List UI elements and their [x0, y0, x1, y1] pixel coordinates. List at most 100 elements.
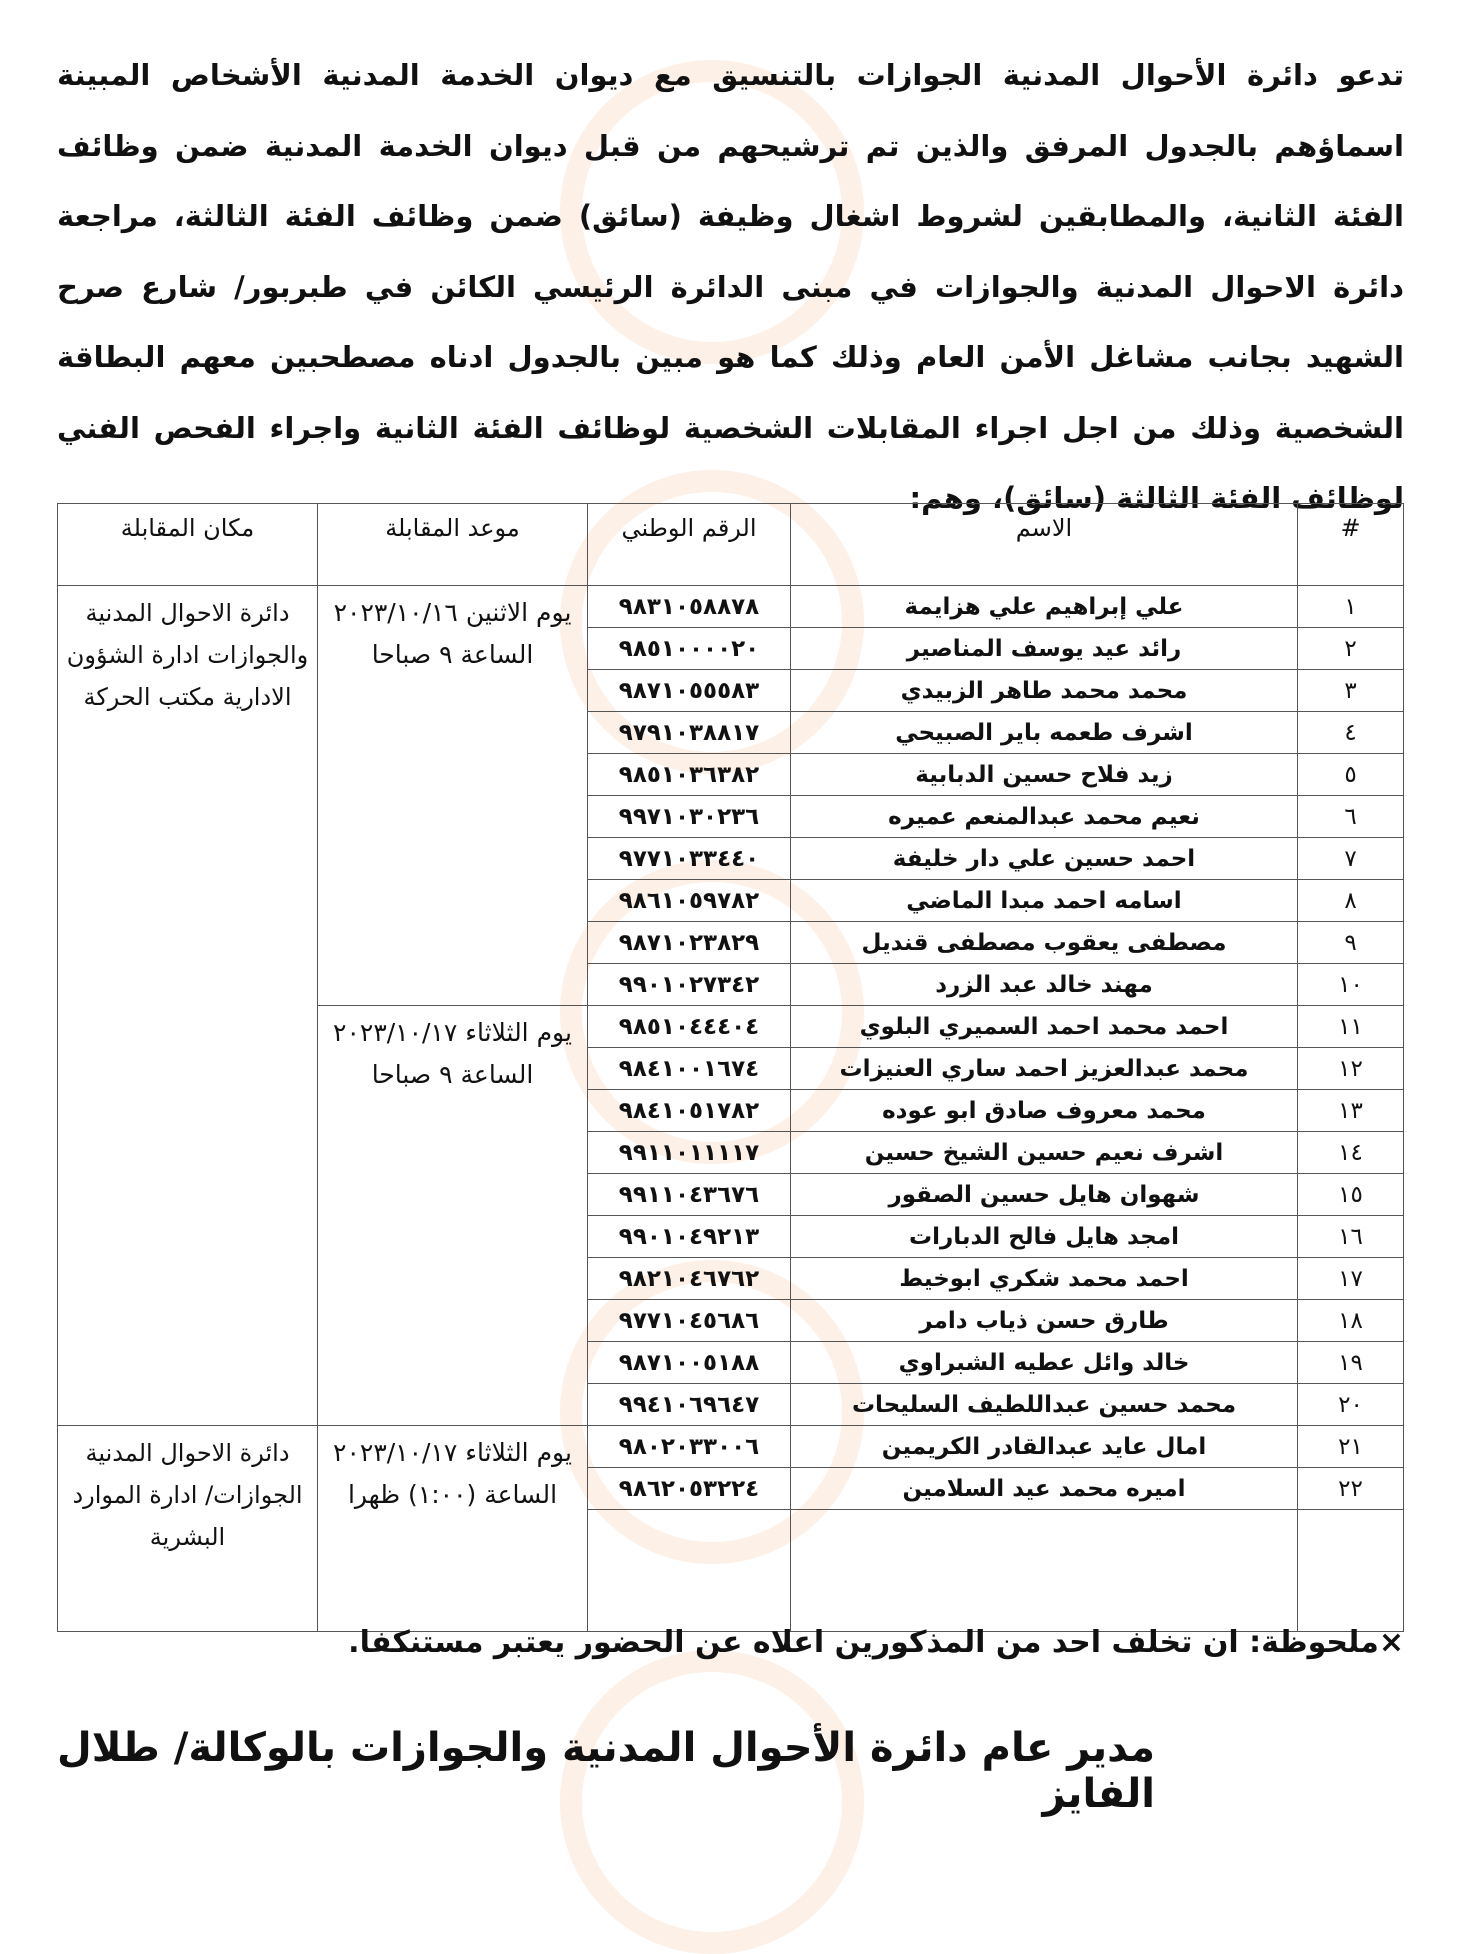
- table-header: # الاسم الرقم الوطني موعد المقابلة مكان …: [57, 503, 1404, 586]
- row-number: ١٤: [1297, 1131, 1404, 1174]
- row-number: ٥: [1297, 753, 1404, 796]
- row-number: ٣: [1297, 669, 1404, 712]
- row-name: امجد هايل فالح الدبارات: [790, 1215, 1298, 1258]
- row-national-id: ٩٨٧١٠٥٥٥٨٣: [587, 669, 791, 712]
- interview-date: يوم الاثنين ٢٠٢٣/١٠/١٦ الساعة ٩ صباحا: [317, 585, 588, 1006]
- table-row: ٩ مصطفى يعقوب مصطفى قنديل ٩٨٧١٠٢٣٨٢٩: [58, 921, 1404, 964]
- row-number: ١٨: [1297, 1299, 1404, 1342]
- row-national-id: ٩٩٧١٠٣٠٢٣٦: [587, 795, 791, 838]
- table-row: ٤ اشرف طعمه باير الصبيحي ٩٧٩١٠٣٨٨١٧: [58, 711, 1404, 754]
- row-national-id: ٩٨٦٢٠٥٣٢٢٤: [587, 1467, 791, 1510]
- row-name: احمد محمد شكري ابوخيط: [790, 1257, 1298, 1300]
- row-national-id: ٩٨٢١٠٤٦٧٦٢: [587, 1257, 791, 1300]
- header-date: موعد المقابلة: [317, 503, 588, 586]
- row-name: محمد عبدالعزيز احمد ساري العنيزات: [790, 1047, 1298, 1090]
- table-row: ٢١ امال عايد عبدالقادر الكريمين ٩٨٠٢٠٣٣٠٠٦…: [57, 1425, 1404, 1632]
- table-row: ٨ اسامه احمد مبدا الماضي ٩٨٦١٠٥٩٧٨٢: [58, 879, 1404, 922]
- row-national-id: ٩٩٤١٠٦٩٦٤٧: [587, 1383, 791, 1426]
- row-number: ٢٠: [1297, 1383, 1404, 1426]
- row-name: طارق حسن ذياب دامر: [790, 1299, 1298, 1342]
- header-nid: الرقم الوطني: [587, 503, 791, 586]
- row-national-id: ٩٨٤١٠٥١٧٨٢: [587, 1089, 791, 1132]
- table-row: ١٦ امجد هايل فالح الدبارات ٩٩٠١٠٤٩٢١٣: [58, 1215, 1404, 1258]
- row-national-id: ٩٧٧١٠٤٥٦٨٦: [587, 1299, 791, 1342]
- row-name: مصطفى يعقوب مصطفى قنديل: [790, 921, 1298, 964]
- interview-place: دائرة الاحوال المدنية والجوازات ادارة ال…: [57, 585, 318, 1426]
- row-number: ١٢: [1297, 1047, 1404, 1090]
- row-national-id: ٩٩١١٠٤٣٦٧٦: [587, 1173, 791, 1216]
- table-row: ٢٢ اميره محمد عيد السلامين ٩٨٦٢٠٥٣٢٢٤: [58, 1467, 1404, 1510]
- row-name: نعيم محمد عبدالمنعم عميره: [790, 795, 1298, 838]
- row-national-id: ٩٨٦١٠٥٩٧٨٢: [587, 879, 791, 922]
- empty-cell: [587, 1509, 791, 1632]
- table-row: ١٥ شهوان هايل حسين الصقور ٩٩١١٠٤٣٦٧٦: [58, 1173, 1404, 1216]
- row-national-id: ٩٨٣١٠٥٨٨٧٨: [587, 585, 791, 628]
- row-number: ١٧: [1297, 1257, 1404, 1300]
- row-name: احمد حسين علي دار خليفة: [790, 837, 1298, 880]
- row-name: زيد فلاح حسين الدبابية: [790, 753, 1298, 796]
- row-national-id: ٩٨٧١٠٠٥١٨٨: [587, 1341, 791, 1384]
- row-national-id: ٩٩٠١٠٢٧٣٤٢: [587, 963, 791, 1006]
- row-national-id: ٩٨٥١٠٤٤٤٠٤: [587, 1005, 791, 1048]
- row-national-id: ٩٩١١٠١١١١٧: [587, 1131, 791, 1174]
- row-name: اسامه احمد مبدا الماضي: [790, 879, 1298, 922]
- header-name: الاسم: [790, 503, 1298, 586]
- table-row: ١٣ محمد معروف صادق ابو عوده ٩٨٤١٠٥١٧٨٢: [58, 1089, 1404, 1132]
- row-national-id: ٩٨٧١٠٢٣٨٢٩: [587, 921, 791, 964]
- row-name: محمد محمد طاهر الزبيدي: [790, 669, 1298, 712]
- row-national-id: ٩٨٤١٠٠١٦٧٤: [587, 1047, 791, 1090]
- table-row: ١١ احمد محمد احمد السميري البلوي ٩٨٥١٠٤٤٤٠…: [58, 1005, 1404, 1426]
- row-national-id: ٩٨٥١٠٣٦٣٨٢: [587, 753, 791, 796]
- table-row: ١ علي إبراهيم علي هزايمة ٩٨٣١٠٥٨٨٧٨ يوم الا…: [57, 585, 1404, 1426]
- row-number: ١٠: [1297, 963, 1404, 1006]
- empty-cell: [790, 1509, 1298, 1632]
- table-filler-row: [58, 1509, 1404, 1632]
- table-row: ١٢ محمد عبدالعزيز احمد ساري العنيزات ٩٨٤١٠…: [58, 1047, 1404, 1090]
- row-number: ٢: [1297, 627, 1404, 670]
- table-row: ١٠ مهند خالد عبد الزرد ٩٩٠١٠٢٧٣٤٢: [58, 963, 1404, 1006]
- row-number: ١: [1297, 585, 1404, 628]
- row-national-id: ٩٧٧١٠٣٣٤٤٠: [587, 837, 791, 880]
- row-number: ٩: [1297, 921, 1404, 964]
- table-row: ١٧ احمد محمد شكري ابوخيط ٩٨٢١٠٤٦٧٦٢: [58, 1257, 1404, 1300]
- row-number: ٧: [1297, 837, 1404, 880]
- row-national-id: ٩٩٠١٠٤٩٢١٣: [587, 1215, 791, 1258]
- row-name: اشرف طعمه باير الصبيحي: [790, 711, 1298, 754]
- row-name: اميره محمد عيد السلامين: [790, 1467, 1298, 1510]
- row-number: ١٩: [1297, 1341, 1404, 1384]
- header-num: #: [1297, 503, 1404, 586]
- row-number: ٢١: [1297, 1425, 1404, 1468]
- signature: مدير عام دائرة الأحوال المدنية والجوازات…: [57, 1725, 1155, 1817]
- row-name: علي إبراهيم علي هزايمة: [790, 585, 1298, 628]
- row-number: ١٣: [1297, 1089, 1404, 1132]
- note: ×ملحوظة: ان تخلف احد من المذكورين اعلاه …: [348, 1625, 1404, 1660]
- table-row: ٥ زيد فلاح حسين الدبابية ٩٨٥١٠٣٦٣٨٢: [58, 753, 1404, 796]
- row-name: احمد محمد احمد السميري البلوي: [790, 1005, 1298, 1048]
- intro-paragraph: تدعو دائرة الأحوال المدنية الجوازات بالت…: [57, 58, 1404, 515]
- row-national-id: ٩٨٥١٠٠٠٠٢٠: [587, 627, 791, 670]
- row-number: ٦: [1297, 795, 1404, 838]
- table-row: ١٨ طارق حسن ذياب دامر ٩٧٧١٠٤٥٦٨٦: [58, 1299, 1404, 1342]
- row-name: خالد وائل عطيه الشبراوي: [790, 1341, 1298, 1384]
- header-place: مكان المقابلة: [57, 503, 318, 586]
- table-row: ١٩ خالد وائل عطيه الشبراوي ٩٨٧١٠٠٥١٨٨: [58, 1341, 1404, 1384]
- row-name: رائد عيد يوسف المناصير: [790, 627, 1298, 670]
- candidates-table: # الاسم الرقم الوطني موعد المقابلة مكان …: [57, 503, 1404, 1632]
- row-name: شهوان هايل حسين الصقور: [790, 1173, 1298, 1216]
- interview-place: دائرة الاحوال المدنية الجوازات/ ادارة ال…: [57, 1425, 318, 1632]
- row-number: ٤: [1297, 711, 1404, 754]
- row-number: ٨: [1297, 879, 1404, 922]
- table-row: ١٤ اشرف نعيم حسين الشيخ حسين ٩٩١١٠١١١١٧: [58, 1131, 1404, 1174]
- row-national-id: ٩٨٠٢٠٣٣٠٠٦: [587, 1425, 791, 1468]
- row-name: امال عايد عبدالقادر الكريمين: [790, 1425, 1298, 1468]
- empty-cell: [1297, 1509, 1404, 1632]
- row-name: مهند خالد عبد الزرد: [790, 963, 1298, 1006]
- table-row: ٦ نعيم محمد عبدالمنعم عميره ٩٩٧١٠٣٠٢٣٦: [58, 795, 1404, 838]
- row-number: ١٥: [1297, 1173, 1404, 1216]
- table-row: ٣ محمد محمد طاهر الزبيدي ٩٨٧١٠٥٥٥٨٣: [58, 669, 1404, 712]
- interview-date: يوم الثلاثاء ٢٠٢٣/١٠/١٧ الساعة (١:٠٠) ظه…: [317, 1425, 588, 1632]
- row-number: ٢٢: [1297, 1467, 1404, 1510]
- row-name: محمد معروف صادق ابو عوده: [790, 1089, 1298, 1132]
- row-name: اشرف نعيم حسين الشيخ حسين: [790, 1131, 1298, 1174]
- interview-date: يوم الثلاثاء ٢٠٢٣/١٠/١٧ الساعة ٩ صباحا: [317, 1005, 588, 1426]
